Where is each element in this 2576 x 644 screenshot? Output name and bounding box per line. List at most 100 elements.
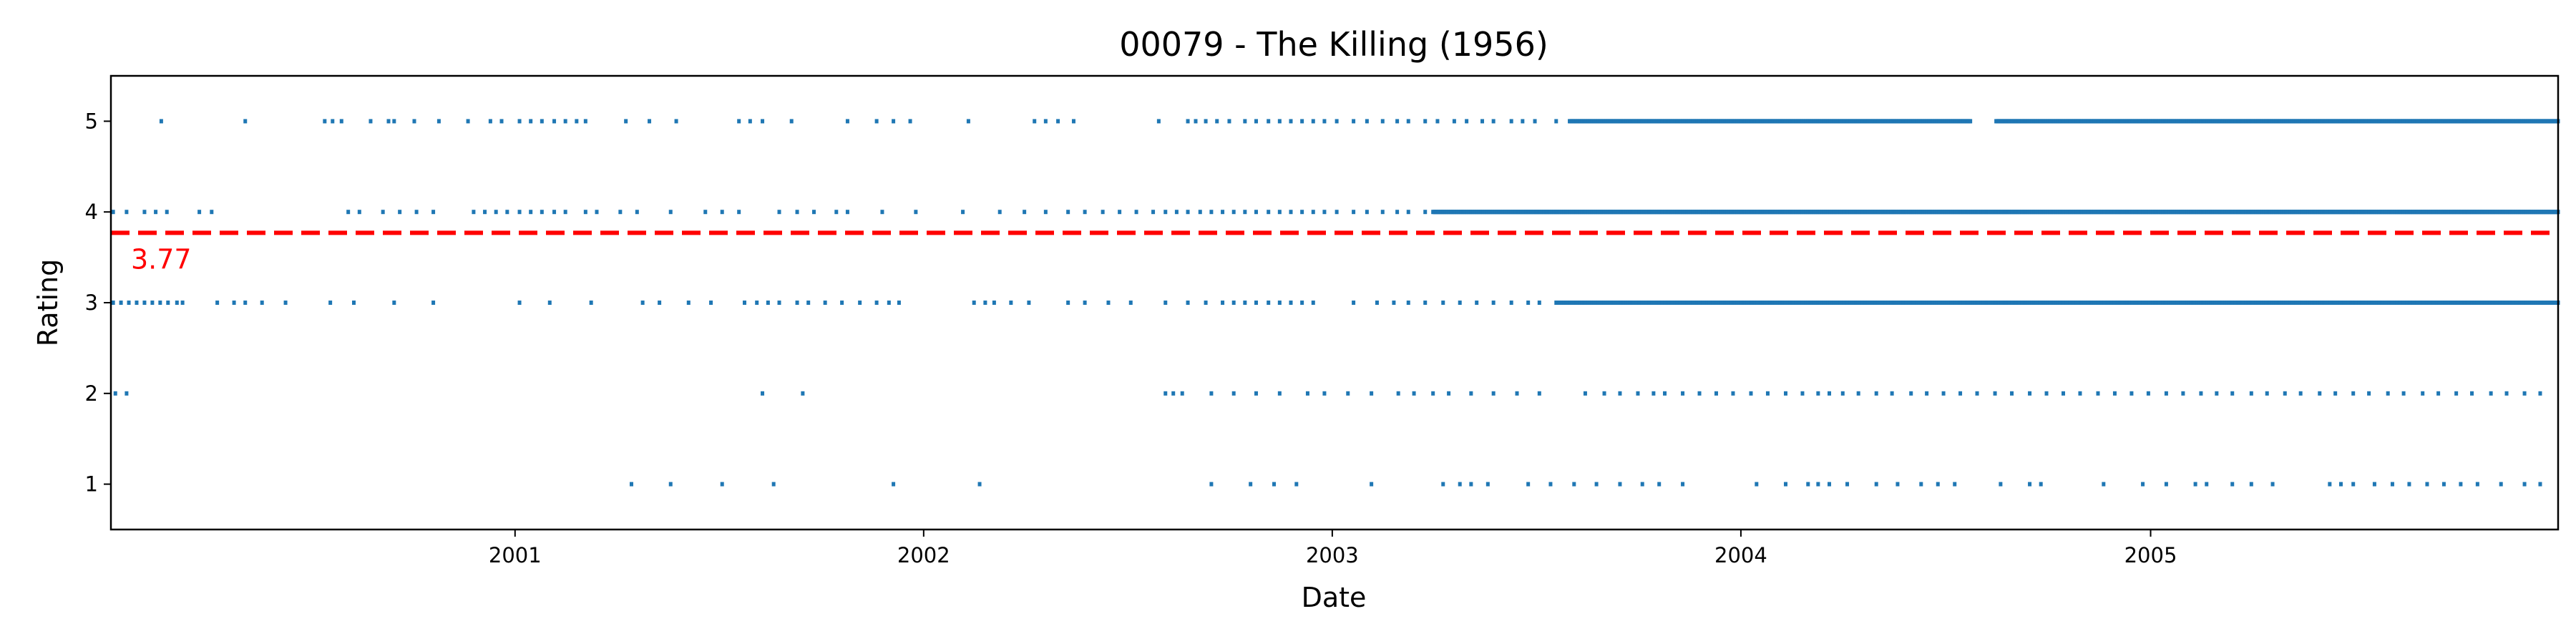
- rating-point: [1441, 482, 1445, 487]
- rating-point: [166, 301, 170, 305]
- rating-point: [1515, 391, 1519, 396]
- rating-point: [1231, 210, 1236, 215]
- rating-point: [789, 119, 794, 124]
- rating-point: [880, 210, 884, 215]
- rating-point: [1267, 119, 1271, 124]
- rating-point: [618, 210, 623, 215]
- rating-point: [1423, 210, 1428, 215]
- rating-point: [392, 119, 396, 124]
- rating-point: [1300, 119, 1304, 124]
- rating-point: [1958, 391, 1963, 396]
- rating-point: [1174, 210, 1179, 215]
- rating-point: [1231, 391, 1236, 396]
- rating-point: [743, 301, 747, 305]
- rating-point: [215, 301, 220, 305]
- rating-point: [2367, 391, 2371, 396]
- rating-point: [1919, 482, 1923, 487]
- rating-point: [1209, 482, 1214, 487]
- rating-point: [2215, 391, 2219, 396]
- rating-point: [1180, 391, 1184, 396]
- rating-point: [2504, 391, 2509, 396]
- rating-point: [709, 301, 713, 305]
- rating-point: [529, 210, 533, 215]
- rating-point: [2425, 482, 2429, 487]
- rating-point: [1618, 482, 1622, 487]
- rating-point: [1521, 119, 1525, 124]
- rating-point: [1033, 119, 1037, 124]
- rating-point: [1352, 119, 1356, 124]
- rating-point: [1452, 119, 1456, 124]
- rating-point: [1447, 391, 1451, 396]
- rating-point: [2441, 482, 2446, 487]
- rating-point: [1106, 301, 1111, 305]
- rating-point: [2230, 391, 2235, 396]
- rating-point: [795, 210, 799, 215]
- rating-point: [640, 301, 645, 305]
- rating-point: [283, 301, 288, 305]
- rating-point: [1657, 482, 1662, 487]
- rating-point: [2522, 482, 2527, 487]
- rating-point: [392, 301, 396, 305]
- rating-point: [1816, 391, 1820, 396]
- rating-point: [874, 301, 879, 305]
- rating-point: [517, 210, 522, 215]
- rating-point: [1156, 119, 1161, 124]
- rating-point: [1465, 119, 1469, 124]
- rating-point: [505, 210, 509, 215]
- rating-point: [1618, 391, 1622, 396]
- rating-point: [2372, 482, 2376, 487]
- rating-point: [1128, 301, 1133, 305]
- rating-point: [165, 210, 169, 215]
- rating-point: [1194, 119, 1198, 124]
- rating-point: [1975, 391, 1979, 396]
- rating-point: [1406, 301, 1410, 305]
- rating-point: [737, 119, 741, 124]
- rating-point: [897, 301, 901, 305]
- rating-point: [1151, 210, 1156, 215]
- rating-point: [1163, 210, 1168, 215]
- rating-point: [552, 210, 557, 215]
- x-axis: 2001 2002 2003 2004 2005: [489, 530, 2177, 567]
- rating-point: [795, 301, 799, 305]
- rating-point: [1458, 482, 1462, 487]
- rating-point: [2475, 482, 2479, 487]
- rating-point: [1277, 210, 1282, 215]
- rating-point: [1289, 210, 1293, 215]
- rating-point: [1249, 482, 1253, 487]
- mean-line-group: 3.77: [111, 230, 2558, 275]
- rating-point: [547, 301, 552, 305]
- rating-point: [357, 210, 361, 215]
- rating-point: [997, 210, 1002, 215]
- rating-point: [2386, 391, 2390, 396]
- rating-point: [1370, 482, 1374, 487]
- rating-point: [2249, 482, 2253, 487]
- rating-point: [1602, 391, 1606, 396]
- rating-point: [583, 119, 587, 124]
- rating-point: [629, 482, 633, 487]
- rating-point: [668, 482, 673, 487]
- rating-point: [2102, 482, 2106, 487]
- rating-point: [2470, 391, 2474, 396]
- rating-point: [2298, 391, 2303, 396]
- rating-point: [1594, 482, 1599, 487]
- rating-point: [2249, 391, 2253, 396]
- rating-point: [914, 210, 918, 215]
- rating-point: [720, 210, 724, 215]
- rating-point: [1023, 210, 1027, 215]
- mean-line-label: 3.77: [131, 243, 192, 275]
- rating-point: [1335, 210, 1339, 215]
- rating-point: [1254, 210, 1258, 215]
- rating-point: [1204, 119, 1208, 124]
- rating-point: [1066, 210, 1070, 215]
- rating-point: [483, 210, 487, 215]
- rating-point: [961, 210, 965, 215]
- rating-point: [260, 301, 264, 305]
- rating-point: [431, 301, 436, 305]
- rating-point: [1254, 391, 1258, 396]
- rating-point: [1509, 301, 1513, 305]
- rating-point: [1204, 301, 1208, 305]
- rating-point: [1896, 482, 1900, 487]
- rating-point: [1071, 119, 1075, 124]
- rating-point: [635, 210, 639, 215]
- rating-point: [1406, 210, 1410, 215]
